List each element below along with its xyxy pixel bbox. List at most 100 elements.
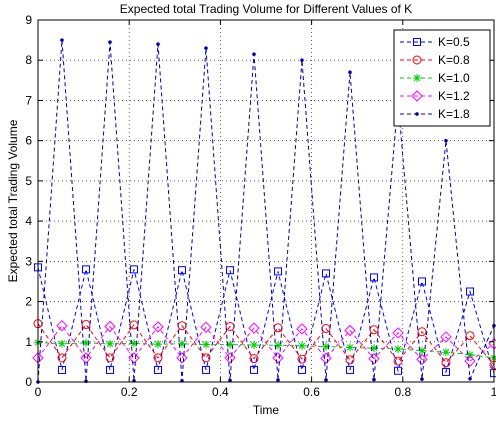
series-k-0-8 xyxy=(33,319,496,370)
data-point xyxy=(468,376,472,381)
y-tick-label: 6 xyxy=(25,134,32,148)
legend-entry: K=1.8 xyxy=(400,107,470,121)
data-point xyxy=(204,46,208,51)
data-point xyxy=(348,70,352,75)
data-point xyxy=(394,345,403,354)
data-point xyxy=(106,339,115,348)
data-point xyxy=(154,340,163,349)
legend-marker xyxy=(411,90,423,102)
data-point xyxy=(128,352,140,364)
legend-label: K=0.5 xyxy=(438,35,470,49)
data-point xyxy=(444,138,448,143)
data-point xyxy=(273,341,282,350)
y-tick-label: 7 xyxy=(25,93,32,107)
data-point xyxy=(201,340,210,349)
data-point xyxy=(153,353,163,363)
data-point xyxy=(490,353,496,362)
data-point xyxy=(420,377,424,382)
data-point xyxy=(108,40,112,44)
legend-entry: K=1.0 xyxy=(400,71,470,85)
data-point xyxy=(105,353,115,363)
data-point xyxy=(154,365,163,374)
data-point xyxy=(201,365,210,374)
data-point xyxy=(250,365,259,374)
data-point xyxy=(57,353,67,363)
data-point xyxy=(392,327,404,339)
data-point xyxy=(129,320,139,330)
legend-label: K=1.2 xyxy=(438,89,470,103)
x-tick-label: 0 xyxy=(35,385,42,399)
y-tick-label: 0 xyxy=(25,375,32,389)
data-point xyxy=(176,352,188,364)
series-line xyxy=(37,267,495,374)
data-point xyxy=(488,338,496,350)
data-point xyxy=(466,350,475,359)
x-tick-label: 0.8 xyxy=(394,385,411,399)
data-point xyxy=(226,340,235,349)
y-tick-label: 8 xyxy=(25,53,32,67)
data-point xyxy=(60,38,64,42)
legend-label: K=1.0 xyxy=(438,71,470,85)
y-tick-label: 5 xyxy=(25,174,32,188)
data-point xyxy=(368,352,380,365)
data-point xyxy=(152,321,164,333)
data-point xyxy=(465,331,475,341)
y-axis-label: Expected total Trading Volume xyxy=(6,119,20,282)
data-point xyxy=(224,352,236,364)
data-point xyxy=(57,339,66,348)
data-point xyxy=(489,360,496,370)
data-point xyxy=(273,323,283,333)
data-point xyxy=(393,356,403,366)
data-point xyxy=(297,341,306,350)
data-point xyxy=(297,365,306,374)
series-k-1-2 xyxy=(32,319,496,367)
x-tick-label: 1 xyxy=(491,385,496,399)
data-point xyxy=(273,267,282,276)
legend-entry: K=1.2 xyxy=(400,89,470,103)
data-point xyxy=(156,42,160,46)
data-point xyxy=(345,365,354,374)
legend-marker xyxy=(415,112,419,116)
data-point xyxy=(276,378,280,382)
data-point xyxy=(106,365,115,374)
data-point xyxy=(441,348,450,357)
x-axis-label: Time xyxy=(253,403,280,417)
data-point xyxy=(80,352,92,364)
legend-marker xyxy=(412,55,422,65)
legend-marker xyxy=(413,38,421,46)
y-tick-label: 3 xyxy=(25,254,32,268)
data-point xyxy=(297,354,307,364)
data-point xyxy=(226,266,235,275)
data-point xyxy=(369,273,378,282)
y-tick-label: 4 xyxy=(25,214,32,228)
data-point xyxy=(200,321,212,334)
x-tick-label: 0.6 xyxy=(303,385,320,399)
data-point xyxy=(81,319,91,329)
legend-label: K=0.8 xyxy=(438,53,470,67)
data-point xyxy=(372,377,376,382)
legend: K=0.5 K=0.8 K=1.0 K=1.2 K=1.8 xyxy=(393,29,491,127)
legend-entry: K=0.8 xyxy=(400,53,470,67)
data-point xyxy=(441,358,451,368)
series-k-0-5 xyxy=(34,263,496,378)
data-point xyxy=(466,287,475,296)
data-point xyxy=(416,353,428,366)
data-point xyxy=(322,269,331,278)
data-point xyxy=(320,352,332,364)
data-point xyxy=(248,322,260,334)
y-tick-label: 1 xyxy=(25,335,32,349)
data-point xyxy=(201,353,211,363)
data-point xyxy=(344,324,356,337)
data-point xyxy=(345,343,354,352)
legend-label: K=1.8 xyxy=(438,107,470,121)
data-point xyxy=(272,352,284,364)
chart-title: Expected total Trading Volume for Differ… xyxy=(120,2,412,16)
plot-frame xyxy=(37,19,495,383)
data-point xyxy=(178,266,187,275)
data-point xyxy=(300,58,304,63)
data-point xyxy=(345,355,355,365)
data-point xyxy=(129,339,138,348)
data-point xyxy=(252,52,256,57)
legend-marker xyxy=(413,74,421,82)
